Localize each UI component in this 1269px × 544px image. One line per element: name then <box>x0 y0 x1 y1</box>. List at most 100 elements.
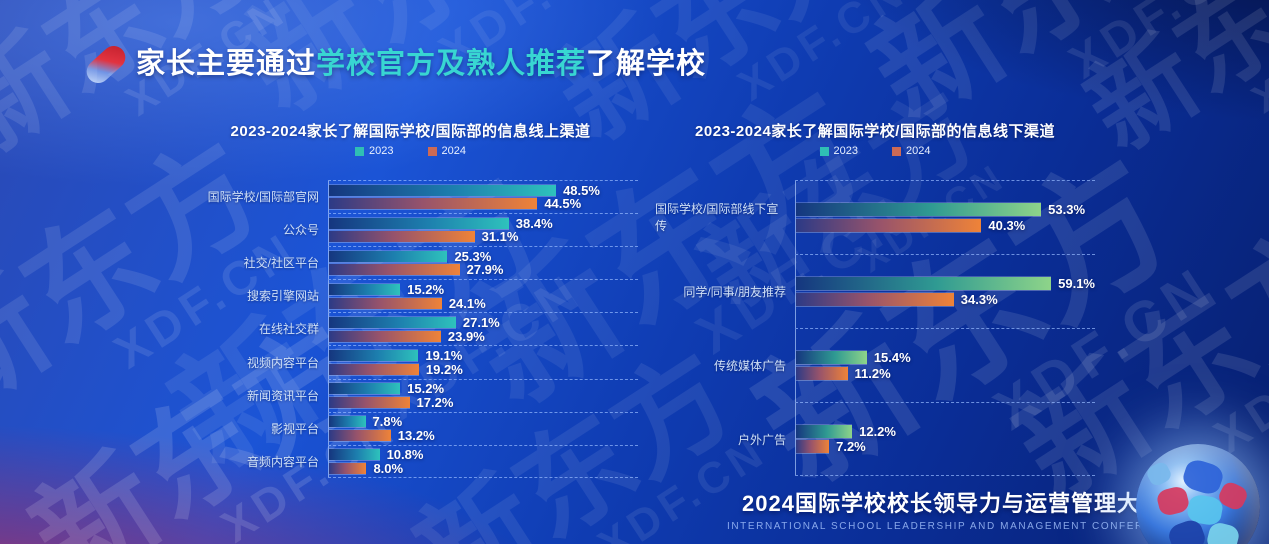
plot-area: 国际学校/国际部线下宣传 53.3% 40.3% 同学/同事/朋友推荐 59.1% 34.… <box>655 180 1095 476</box>
bar-group: 15.2% 24.1% <box>328 279 638 313</box>
bar-2023 <box>329 217 509 229</box>
bar-line: 13.2% <box>329 427 638 443</box>
category-label: 视频内容平台 <box>246 355 319 370</box>
bar-2024 <box>329 231 475 243</box>
legend-label: 2023 <box>369 145 394 157</box>
value-label: 59.1% <box>1058 276 1095 292</box>
bar-2023 <box>796 351 867 365</box>
bar-2024 <box>329 396 410 408</box>
bar-2024 <box>329 462 367 474</box>
bar-group: 19.1% 19.2% <box>328 345 638 379</box>
chart-row: 传统媒体广告 15.4% 11.2% <box>655 328 1095 402</box>
bar-line: 15.4% <box>796 350 1095 366</box>
category-label: 在线社交群 <box>258 322 319 337</box>
value-label: 44.5% <box>544 196 582 212</box>
bar-2023 <box>329 284 401 296</box>
bar-2023 <box>329 317 456 329</box>
bar-2024 <box>329 264 460 276</box>
bar-group: 15.2% 17.2% <box>328 378 638 412</box>
bar-line: 10.8% <box>329 447 638 462</box>
bar-line: 15.2% <box>329 381 638 397</box>
value-label: 27.9% <box>466 262 504 278</box>
chart-row: 视频内容平台 19.1% 19.2% <box>183 345 638 379</box>
legend-item-2024: 2024 <box>427 145 466 157</box>
chart-row: 搜索引擎网站 15.2% 24.1% <box>183 279 638 313</box>
bar-line: 19.2% <box>329 361 638 377</box>
bar-2023 <box>329 350 419 362</box>
bar-group: 59.1% 34.3% <box>795 254 1095 328</box>
value-label: 15.4% <box>873 350 911 366</box>
bar-2023 <box>329 250 448 262</box>
chart-row: 国际学校/国际部官网 48.5% 44.5% <box>183 180 638 214</box>
category-label: 国际学校/国际部官网 <box>207 190 319 205</box>
slide-header: 家长主要通过学校官方及熟人推荐了解学校 <box>81 40 706 88</box>
value-label: 40.3% <box>988 217 1026 233</box>
chart-row: 户外广告 12.2% 7.2% <box>655 402 1095 476</box>
chart-row: 影视平台 7.8% 13.2% <box>183 411 638 445</box>
value-label: 13.2% <box>397 427 435 443</box>
value-label: 27.1% <box>462 315 500 331</box>
category-label: 新闻资讯平台 <box>246 388 319 403</box>
chart-row: 音频内容平台 10.8% 8.0% <box>183 444 638 478</box>
legend-item-2024: 2024 <box>892 145 930 157</box>
category-label: 同学/同事/朋友推荐 <box>683 284 786 299</box>
legend: 2023 2024 <box>655 142 1095 160</box>
value-label: 19.1% <box>425 348 463 364</box>
bar-2023 <box>329 416 366 428</box>
category-label: 搜索引擎网站 <box>246 289 319 304</box>
chart-offline-channels: 2023-2024家长了解国际学校/国际部的信息线下渠道 2023 2024 国… <box>655 120 1095 476</box>
bar-line: 31.1% <box>329 229 638 245</box>
conference-title: 2024国际学校校长领导力与运营管理大会 <box>742 491 1163 516</box>
value-label: 7.8% <box>372 414 403 430</box>
legend-swatch-2023 <box>355 146 365 156</box>
category-label: 户外广告 <box>737 432 786 447</box>
legend-item-2023: 2023 <box>819 145 858 157</box>
chart-row: 公众号 38.4% 31.1% <box>183 213 638 247</box>
value-label: 25.3% <box>454 248 492 264</box>
bar-group: 12.2% 7.2% <box>795 402 1095 476</box>
bar-2023 <box>329 383 401 395</box>
bar-2024 <box>796 366 848 380</box>
legend-label: 2024 <box>906 145 931 157</box>
bar-line: 59.1% <box>796 276 1095 292</box>
bar-line: 15.2% <box>329 282 638 297</box>
value-label: 7.2% <box>836 439 866 455</box>
title-prefix: 家长主要通过 <box>136 48 317 80</box>
legend-swatch-2024 <box>892 146 901 156</box>
bar-line: 34.3% <box>796 292 1095 308</box>
legend: 2023 2024 <box>183 142 638 160</box>
page-title: 家长主要通过学校官方及熟人推荐了解学校 <box>136 40 706 82</box>
category-label: 公众号 <box>282 223 319 238</box>
bar-line: 12.2% <box>796 424 1095 440</box>
bar-line: 7.8% <box>329 414 638 430</box>
value-label: 11.2% <box>854 365 891 381</box>
value-label: 12.2% <box>859 423 896 439</box>
chart-row: 新闻资讯平台 15.2% 17.2% <box>183 378 638 412</box>
legend-label: 2024 <box>441 145 466 157</box>
bar-2024 <box>329 330 441 342</box>
category-label: 影视平台 <box>270 421 319 436</box>
chart-row: 在线社交群 27.1% 23.9% <box>183 312 638 346</box>
bar-line: 44.5% <box>329 196 638 212</box>
bar-line: 19.1% <box>329 348 638 364</box>
bar-group: 15.4% 11.2% <box>795 328 1095 402</box>
category-label: 传统媒体广告 <box>713 358 786 373</box>
bar-2024 <box>329 297 442 309</box>
value-label: 31.1% <box>481 229 519 245</box>
globe-piece <box>1180 456 1226 498</box>
bar-2024 <box>329 363 419 375</box>
bar-group: 10.8% 8.0% <box>328 444 638 478</box>
value-label: 38.4% <box>515 215 553 231</box>
conference-footer: 2024国际学校校长领导力与运营管理大会 INTERNATIONAL SCHOO… <box>700 486 1205 532</box>
value-label: 15.2% <box>407 381 445 397</box>
bar-line: 7.2% <box>796 439 1095 455</box>
value-label: 19.2% <box>425 361 463 377</box>
bar-group: 53.3% 40.3% <box>795 180 1095 254</box>
bar-2023 <box>796 277 1052 291</box>
category-label: 音频内容平台 <box>246 454 319 469</box>
globe-piece <box>1144 460 1174 488</box>
bar-2023 <box>796 203 1042 217</box>
bar-group: 25.3% 27.9% <box>328 246 638 280</box>
bar-group: 27.1% 23.9% <box>328 312 638 346</box>
